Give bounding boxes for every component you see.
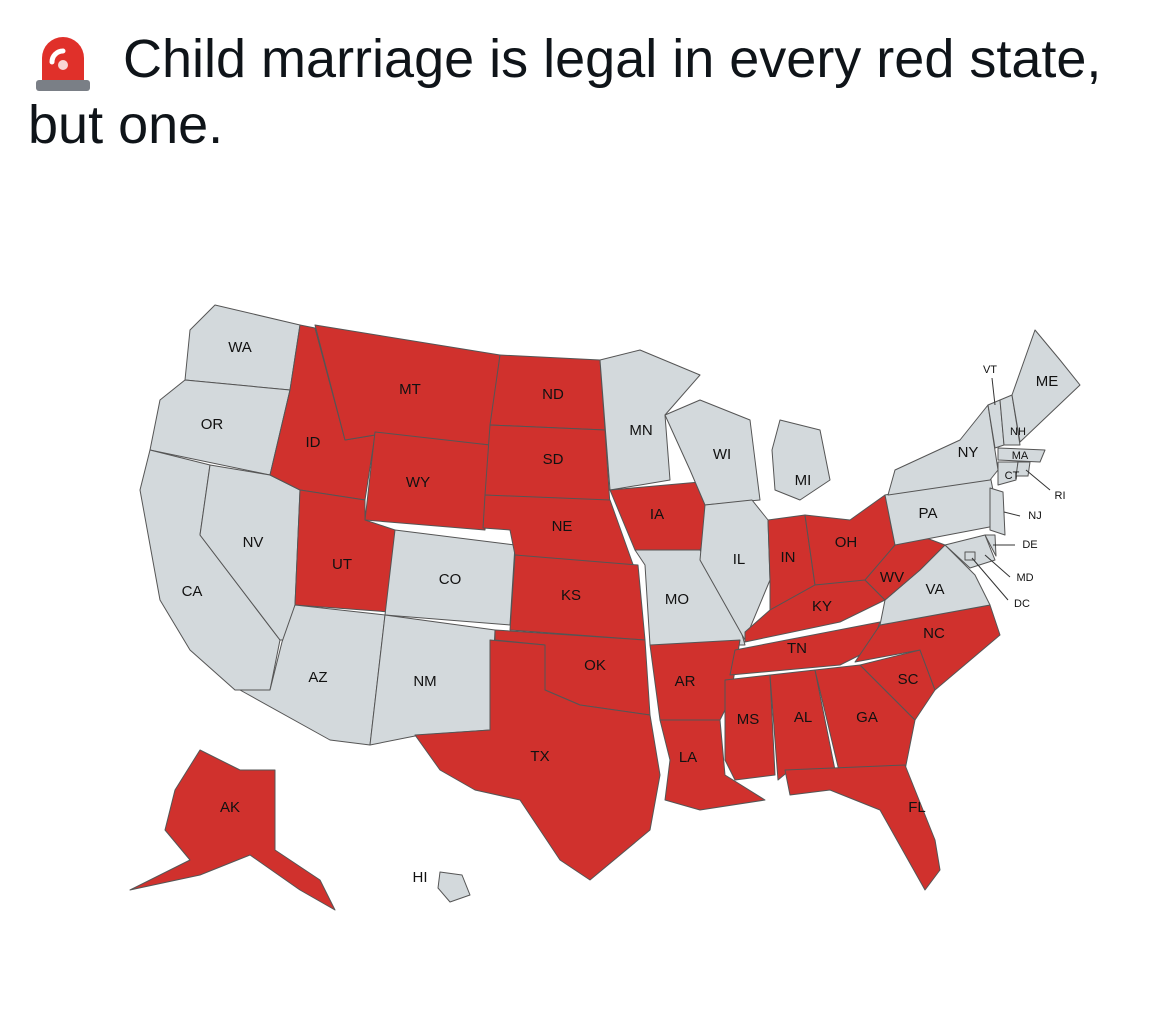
state-label: TX bbox=[530, 748, 549, 765]
state-shape bbox=[634, 549, 746, 646]
state-label: LA bbox=[679, 749, 697, 766]
state-label: NE bbox=[552, 518, 573, 535]
state-label: HI bbox=[413, 869, 428, 886]
state-shape bbox=[414, 639, 661, 881]
state-label: CO bbox=[439, 571, 462, 588]
state-shape bbox=[999, 394, 1021, 446]
state-shape bbox=[887, 404, 999, 496]
state-label: MN bbox=[629, 422, 652, 439]
leader-line bbox=[991, 377, 996, 406]
state-label: CA bbox=[182, 583, 203, 600]
leader-line bbox=[1003, 511, 1021, 517]
state-label: NM bbox=[413, 673, 436, 690]
state-shape bbox=[997, 447, 1046, 463]
tweet-text: Child marriage is legal in every red sta… bbox=[28, 29, 1102, 155]
state-label: KY bbox=[812, 598, 832, 615]
state-label: WI bbox=[713, 446, 731, 463]
state-label: SD bbox=[543, 451, 564, 468]
state-label: NC bbox=[923, 625, 945, 642]
state-label: AL bbox=[794, 709, 812, 726]
state-shape bbox=[1015, 461, 1031, 477]
leader-line bbox=[984, 554, 1011, 578]
state-shape bbox=[771, 419, 831, 501]
state-label: NY bbox=[958, 444, 979, 461]
state-label: ID bbox=[306, 434, 321, 451]
state-label: WV bbox=[880, 569, 904, 586]
siren-icon bbox=[36, 37, 90, 91]
state-label: MO bbox=[665, 591, 689, 608]
state-shape bbox=[364, 431, 491, 531]
state-shape bbox=[149, 379, 291, 476]
state-label: KS bbox=[561, 587, 581, 604]
state-shape bbox=[129, 749, 336, 911]
state-label: FL bbox=[908, 799, 926, 816]
state-label: IA bbox=[650, 506, 664, 523]
state-label: OH bbox=[835, 534, 858, 551]
state-shape bbox=[659, 719, 766, 811]
state-label: RI bbox=[1055, 490, 1066, 502]
state-label: AZ bbox=[308, 669, 327, 686]
state-label: MD bbox=[1016, 572, 1033, 584]
state-label: DC bbox=[1014, 598, 1030, 610]
state-shape bbox=[814, 664, 916, 776]
state-label: VT bbox=[983, 364, 997, 376]
state-label: MS bbox=[737, 711, 760, 728]
state-label: NV bbox=[243, 534, 264, 551]
state-label: CT bbox=[1005, 470, 1020, 482]
state-label: MT bbox=[399, 381, 421, 398]
state-shape bbox=[724, 674, 776, 781]
state-label: TN bbox=[787, 640, 807, 657]
state-label: VA bbox=[926, 581, 945, 598]
state-label: ND bbox=[542, 386, 564, 403]
state-label: OK bbox=[584, 657, 606, 674]
state-label: PA bbox=[919, 505, 938, 522]
state-label: AK bbox=[220, 799, 240, 816]
state-label: IN bbox=[781, 549, 796, 566]
state-label: AR bbox=[675, 673, 696, 690]
state-label: IL bbox=[733, 551, 746, 568]
state-label: NH bbox=[1010, 426, 1026, 438]
state-shape bbox=[784, 764, 941, 891]
state-label: DE bbox=[1022, 539, 1037, 551]
state-label: UT bbox=[332, 556, 352, 573]
state-label: WA bbox=[228, 339, 252, 356]
state-label: GA bbox=[856, 709, 878, 726]
state-label: MA bbox=[1012, 450, 1029, 462]
state-label: ME bbox=[1036, 373, 1059, 390]
state-shape bbox=[989, 487, 1006, 536]
state-label: MI bbox=[795, 472, 812, 489]
state-label: SC bbox=[898, 671, 919, 688]
state-shape bbox=[664, 399, 761, 506]
leader-line bbox=[1025, 469, 1051, 491]
state-label: WY bbox=[406, 474, 430, 491]
state-shape bbox=[437, 871, 471, 903]
state-shape bbox=[729, 621, 881, 676]
state-label: NJ bbox=[1028, 510, 1041, 522]
state-shape bbox=[1011, 329, 1081, 443]
state-label: OR bbox=[201, 416, 224, 433]
state-shape bbox=[997, 461, 1019, 486]
state-shape bbox=[964, 551, 976, 561]
leader-line bbox=[971, 557, 1009, 601]
